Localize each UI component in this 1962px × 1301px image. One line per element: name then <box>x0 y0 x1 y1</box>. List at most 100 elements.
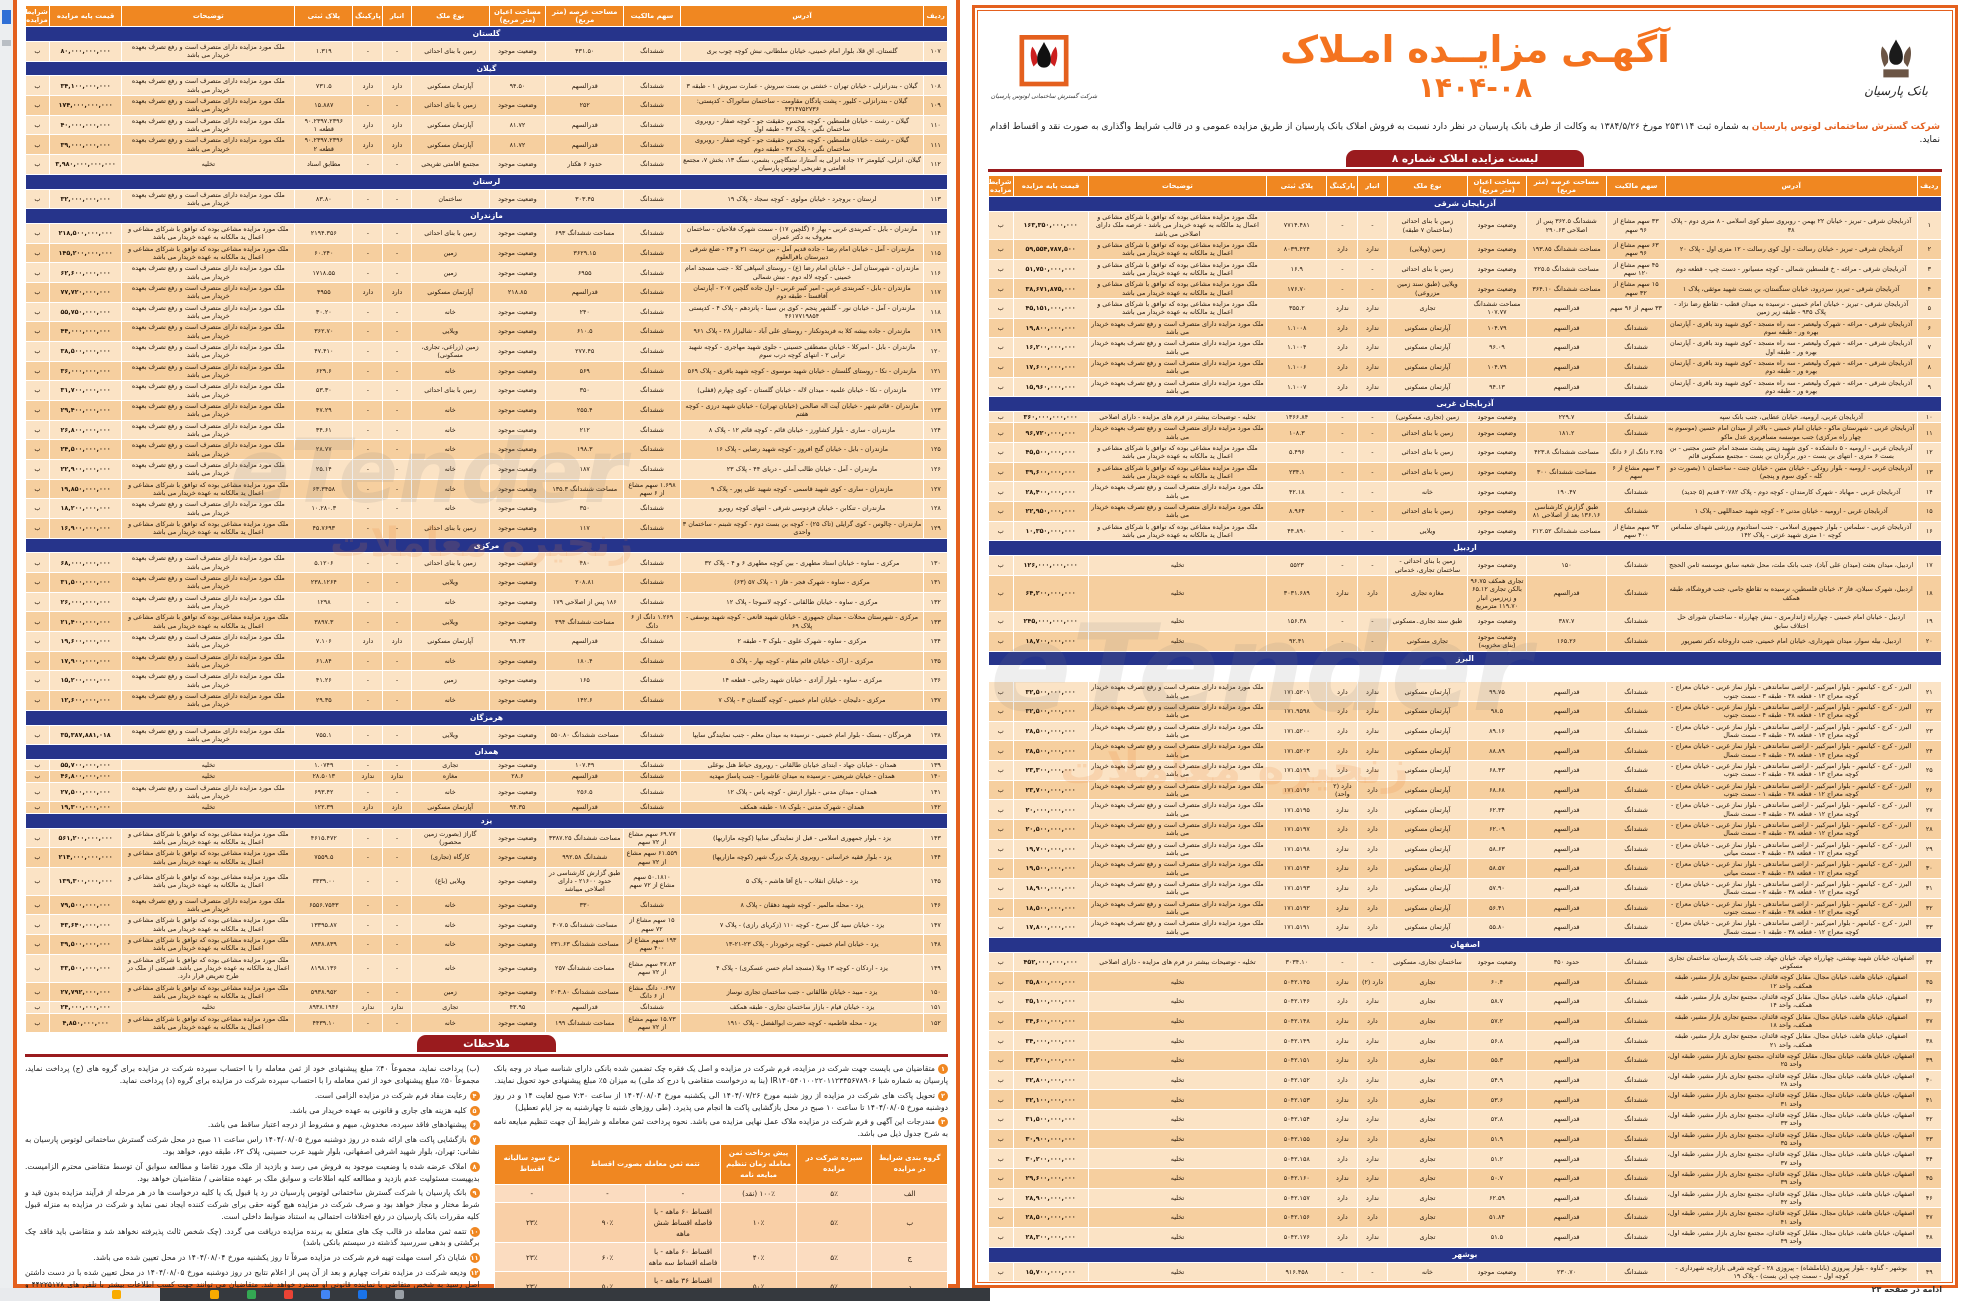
cell-address: مازندران - جاده بیشه کلا به فریدونکنار -… <box>679 321 925 342</box>
taskbar-app-icon[interactable] <box>210 1290 219 1299</box>
cell-plate: ۲۸.۵۰۱۳ <box>294 770 354 783</box>
cell-type: آپارتمان مسکونی <box>410 75 490 97</box>
group-cell: الف <box>871 1183 948 1203</box>
cell-parking: دارد <box>1326 760 1359 781</box>
cell-building: ۴۳.۹۵ <box>488 1001 547 1014</box>
window-edge-scroll[interactable] <box>2 40 11 46</box>
cell-share: ششدانگ <box>623 670 681 691</box>
cell-terms: ب <box>25 914 50 936</box>
cell-parking: ندارد <box>352 770 384 783</box>
cell-terms: ب <box>25 399 50 421</box>
cell-address: اردبیل، بیله سوار، میدان شهرداری، خیابان… <box>1664 630 1918 652</box>
cell-share: ۱۵ سهم مشاع از ۳۲ سهم <box>1606 278 1666 299</box>
cell-share: ششدانگ <box>623 262 681 283</box>
cell-building: مساحت ششدانگ ۱۰۷.۷۷ <box>1467 298 1527 319</box>
cell-building: وضعیت موجود <box>488 1012 547 1034</box>
cell-storage: ندارد <box>382 770 412 783</box>
cell-storage: ندارد <box>1357 239 1388 260</box>
cell-price: ۱۲,۶۰۰,۰۰۰,۰۰۰ <box>48 689 123 711</box>
cell-share: ششدانگ <box>623 282 681 303</box>
cell-land: قدرالسهم <box>1525 819 1608 840</box>
cell-share: ششدانگ <box>623 439 681 460</box>
cell-no: ۴۴ <box>1916 1148 1943 1170</box>
taskbar-app-icon[interactable] <box>247 1290 256 1299</box>
cell-land: مساحت ششدانگ ۱۳۵.۳ <box>545 478 625 500</box>
taskbar-app-icon[interactable] <box>358 1290 367 1299</box>
cell-address: اصفهان، خیابان هاتف، خیابان مجال، مقابل … <box>1664 1109 1918 1130</box>
taskbar-app-icon[interactable] <box>395 1290 404 1299</box>
cell-notes: ملک مورد مزایده دارای متصرف است و رفع تص… <box>1087 481 1268 503</box>
taskbar-app-icon[interactable] <box>284 1290 293 1299</box>
cell-building: ۵۱.۵ <box>1467 1226 1527 1248</box>
cell-building: وضعیت موجود <box>488 591 547 613</box>
cell-share: ششدانگ <box>1606 897 1666 919</box>
table-row: ۱۱۳ لرستان - بروجرد - خیابان مولوی - کوچه… <box>25 188 948 210</box>
cell-no: ۷ <box>1916 337 1943 358</box>
cell-plate: ۷۵۵.۱ <box>294 724 354 746</box>
group-cell: ۲۳٪ <box>493 1242 571 1273</box>
cell-no: ۵ <box>1916 298 1943 319</box>
cell-plate: ۴۹۵۵ <box>294 282 354 303</box>
cell-land: ۱۸۶ پس از اصلاحی ۱۷۹ <box>545 591 625 613</box>
cell-share: ششدانگ <box>1606 1010 1666 1032</box>
note-item: ۹بانک پارسیان یا شرکت گسترش ساختمانی لوت… <box>25 1187 480 1222</box>
cell-building: ۲۸.۶ <box>488 770 547 783</box>
taskbar-pinned-icon[interactable] <box>112 1290 121 1299</box>
table-row: ۱۱۱ گیلان - رشت - خیابان فلسطین - کوچه مح… <box>25 134 948 155</box>
cell-no: ۱۴۷ <box>923 914 948 936</box>
cell-building: وضعیت موجود <box>1467 611 1527 632</box>
cell-share: ششدانگ <box>1606 1148 1666 1170</box>
cell-address: مازندران - آمل - خیابان امام رضا - جاده … <box>679 242 925 264</box>
cell-building: ۵۸.۷ <box>1467 991 1527 1012</box>
cell-parking: ندارد <box>1326 1050 1359 1071</box>
cell-land: مساحت ششدانگ ۲۰۴.۸۰ <box>545 981 625 1003</box>
cell-price: ۳۱,۷۰۰,۰۰۰,۰۰۰ <box>48 380 123 401</box>
cell-type: زمین (تجاری، مسکونی) <box>1386 411 1469 424</box>
cell-share: ششدانگ <box>1606 337 1666 358</box>
cell-plate: ۸۹۳۸.۸۳۹ <box>294 934 354 955</box>
cell-building: وضعیت موجود <box>488 188 547 210</box>
cell-price: ۳۶,۰۰۰,۰۰۰,۰۰۰ <box>48 360 123 382</box>
table-row: ۱۳۴ مرکزی - ساوه - شهرک علوی - بلوک ۳ - ط… <box>25 631 948 652</box>
cell-terms: ب <box>25 552 50 574</box>
cell-parking: - <box>352 340 384 362</box>
cell-share: ۹۳ سهم مشاع از ۴۰۰ سهم <box>1606 520 1666 542</box>
cell-type: ویلایی <box>410 724 490 746</box>
cell-share: ۱.۲۶۹ دانگ از ۶ دانگ <box>623 611 681 633</box>
cell-share: ششدانگ <box>623 154 681 175</box>
cell-terms: ب <box>25 781 50 803</box>
cell-plate: ۵۰۴۲.۱۵۵ <box>1266 1128 1328 1150</box>
cell-building: ۵۷.۲ <box>1467 1010 1527 1032</box>
cell-address: مرکزی - ساوه - خیابان طالقانی - کوچه لاس… <box>679 591 925 613</box>
table-row: ۱۴۱ همدان - میدان مدنی - بلوار ارتش - کوچ… <box>25 781 948 803</box>
cell-storage: - <box>1357 411 1388 424</box>
cell-storage: - <box>382 242 412 264</box>
cell-building: وضعیت موجود <box>488 223 547 244</box>
cell-price: ۱۹,۸۵۰,۰۰۰,۰۰۰ <box>48 478 123 500</box>
cell-no: ۳۱ <box>1916 877 1943 899</box>
cell-terms: ب <box>25 478 50 500</box>
cell-parking: - <box>1326 422 1359 444</box>
cell-type: آپارتمان مسکونی <box>1386 838 1469 860</box>
cell-no: ۱۵۱ <box>923 1001 948 1014</box>
cell-share: ۳۳ سهم مشاع از ۹۶ سهم <box>1606 211 1666 241</box>
taskbar-app-icon[interactable] <box>321 1290 330 1299</box>
cell-land: قدرالسهم <box>1525 1050 1608 1071</box>
cell-storage: ندارد <box>1357 681 1388 703</box>
cell-notes: ملک مورد مزایده مشاعی بوده که توافق با ش… <box>1087 258 1268 280</box>
cell-share: ۲.۲۵ دانگ از ۶ دانگ <box>1606 442 1666 463</box>
cell-parking: - <box>352 827 384 849</box>
cell-parking: دارد <box>352 282 384 303</box>
cell-land: ۱۰۷.۴۹ <box>545 759 625 772</box>
cell-terms: ب <box>988 1261 1014 1283</box>
cell-building: ۸۱.۷۲ <box>488 134 547 155</box>
cell-land: قدرالسهم <box>1525 971 1608 993</box>
cell-share: ششدانگ <box>1606 799 1666 820</box>
cell-notes: تخلیه <box>121 154 296 175</box>
cell-no: ۱۲۵ <box>923 439 948 460</box>
cell-notes: ملک مورد مزایده مشاعی بوده که توافق با ش… <box>1087 520 1268 542</box>
cell-plate: ۱۵۶.۳۸ <box>1266 611 1328 632</box>
cell-terms: ب <box>25 847 50 868</box>
column-header: آدرس <box>1664 175 1918 198</box>
group-row: ج ۵٪ ۴۰٪ اقساط ۶۰ ماهه - با فاصله اقساط سه … <box>493 1242 948 1273</box>
